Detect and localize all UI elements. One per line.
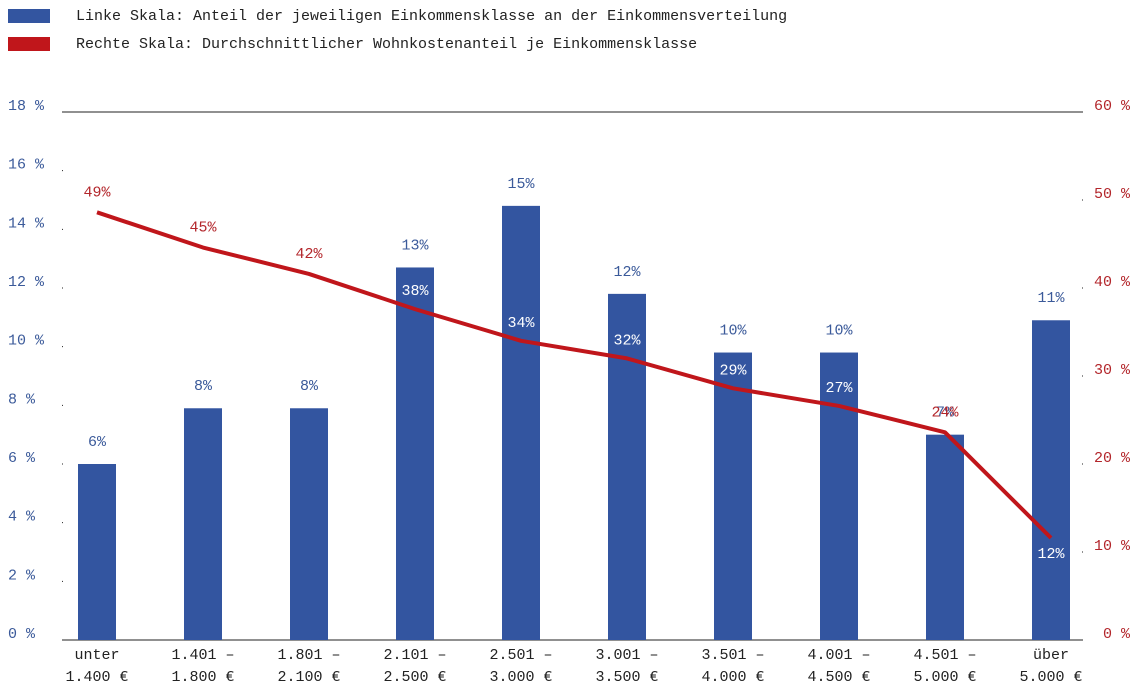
bar	[820, 352, 858, 640]
line-value-label: 49%	[83, 184, 111, 201]
line-value-label: 29%	[719, 362, 747, 379]
bar	[184, 408, 222, 640]
x-tick-label: 5.000 €	[1019, 669, 1082, 685]
bar-value-label: 7%	[936, 405, 955, 422]
y-tick-label: 16 %	[8, 157, 45, 174]
x-tick-label: 4.500 €	[807, 669, 870, 685]
line-value-label: 34%	[507, 315, 535, 332]
y-tick-label: 12 %	[8, 274, 45, 291]
y2-tick-label: 20 %	[1094, 450, 1131, 467]
y2-tick-label: 40 %	[1094, 274, 1131, 291]
x-tick-label: 2.501 –	[489, 647, 552, 664]
x-tick-label: 1.801 –	[277, 647, 340, 664]
line-value-label: 24%	[931, 404, 959, 421]
bar-value-label: 8%	[300, 378, 319, 395]
y-tick-label: 4 %	[8, 509, 36, 526]
x-tick-label: 2.500 €	[383, 669, 446, 685]
y-tick-label: 2 %	[8, 567, 36, 584]
y2-tick-label: 30 %	[1094, 362, 1131, 379]
y-tick-label: 18 %	[8, 98, 45, 115]
line-value-label: 32%	[613, 332, 641, 349]
y-tick-label: 6 %	[8, 450, 36, 467]
x-tick-label: unter	[74, 647, 119, 664]
bar	[396, 267, 434, 640]
bar	[290, 408, 328, 640]
y2-tick-label: 10 %	[1094, 538, 1131, 555]
line-value-label: 45%	[189, 219, 217, 236]
legend-swatch	[8, 37, 50, 51]
x-tick-label: 3.501 –	[701, 647, 764, 664]
bar	[926, 434, 964, 640]
x-tick-label: 3.001 –	[595, 647, 658, 664]
bar	[78, 464, 116, 640]
x-tick-label: 1.401 –	[171, 647, 234, 664]
bar-value-label: 10%	[719, 323, 747, 340]
bar-value-label: 15%	[507, 176, 535, 193]
x-tick-label: 2.100 €	[277, 669, 340, 685]
legend-label: Linke Skala: Anteil der jeweiligen Einko…	[76, 8, 787, 25]
x-tick-label: 4.501 –	[913, 647, 976, 664]
x-tick-label: 5.000 €	[913, 669, 976, 685]
x-tick-label: 2.101 –	[383, 647, 446, 664]
line-value-label: 38%	[401, 283, 429, 300]
line-value-label: 42%	[295, 246, 323, 263]
x-tick-label: 4.001 –	[807, 647, 870, 664]
bar	[608, 293, 646, 640]
line	[96, 210, 1053, 540]
bar-value-label: 6%	[88, 434, 107, 451]
y-tick-label: 14 %	[8, 215, 45, 232]
legend-label: Rechte Skala: Durchschnittlicher Wohnkos…	[76, 36, 697, 53]
y2-tick-label: 50 %	[1094, 186, 1131, 203]
bar-value-label: 12%	[613, 264, 641, 281]
bar	[1032, 320, 1070, 640]
bar-value-label: 11%	[1037, 290, 1065, 307]
y2-tick-label: 60 %	[1094, 98, 1131, 115]
legend-swatch	[8, 9, 50, 23]
y-tick-label: 8 %	[8, 391, 36, 408]
x-tick-label: 3.000 €	[489, 669, 552, 685]
bar	[502, 205, 540, 640]
bar-value-label: 13%	[401, 237, 429, 254]
x-tick-label: 1.400 €	[65, 669, 128, 685]
line-value-label: 12%	[1037, 546, 1065, 563]
y2-tick-label: 0 %	[1103, 626, 1131, 643]
bar	[714, 352, 752, 640]
x-tick-label: 1.800 €	[171, 669, 234, 685]
bar-value-label: 10%	[825, 323, 853, 340]
x-tick-label: 3.500 €	[595, 669, 658, 685]
bar-value-label: 8%	[194, 378, 213, 395]
line-value-label: 27%	[825, 380, 853, 397]
y-tick-label: 0 %	[8, 626, 36, 643]
x-tick-label: 4.000 €	[701, 669, 764, 685]
y-tick-label: 10 %	[8, 333, 45, 350]
x-tick-label: über	[1033, 647, 1069, 664]
